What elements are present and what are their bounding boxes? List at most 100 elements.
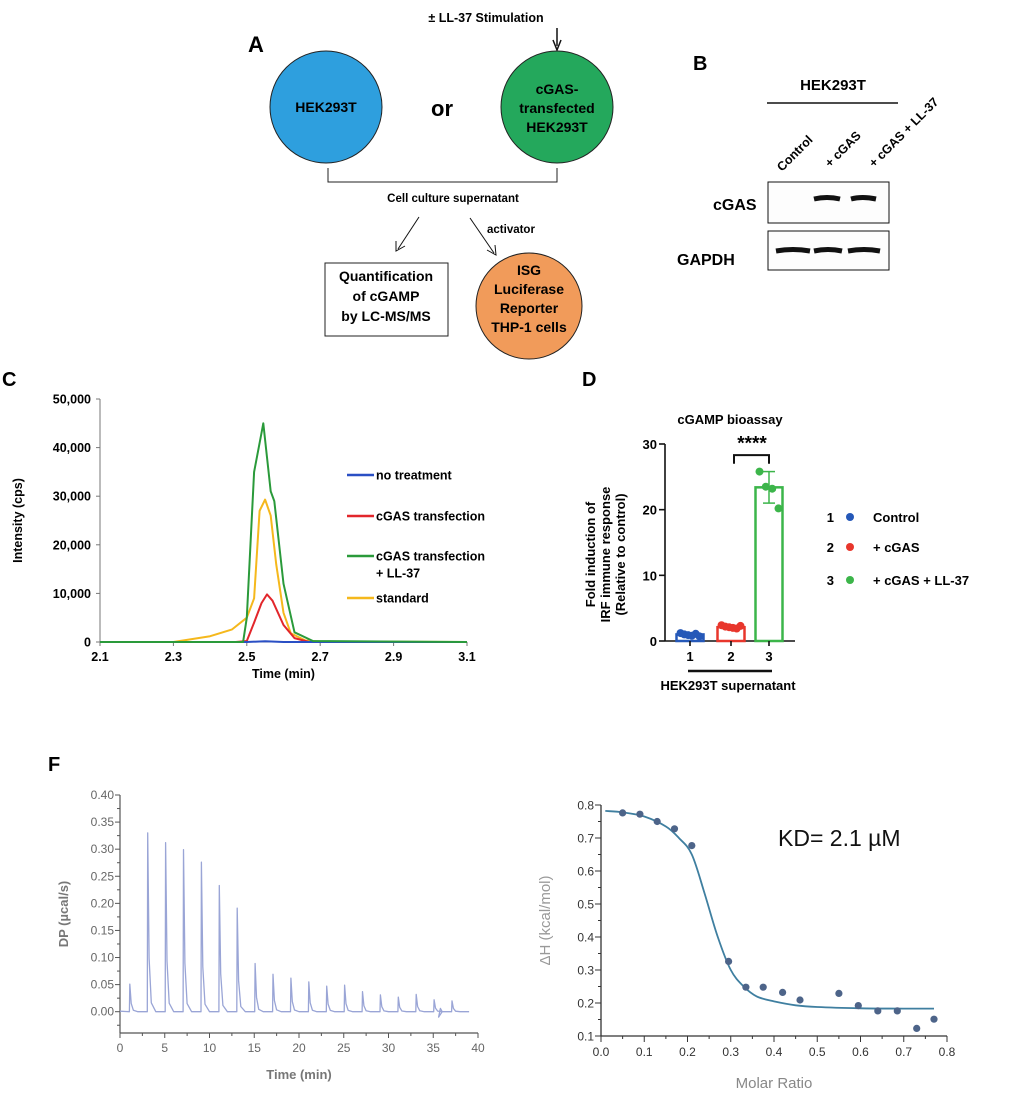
data-point <box>768 484 777 493</box>
y-tick-label: 0.15 <box>91 923 115 937</box>
quant-line1: Quantification <box>339 268 433 284</box>
reporter-line2: Luciferase <box>494 281 564 297</box>
band-cgas-lane2 <box>813 195 841 202</box>
y-tick-label: 50,000 <box>53 393 91 407</box>
lane-label-cgas: + cGAS <box>822 129 864 171</box>
legend-label: + cGAS <box>873 540 920 555</box>
x-tick-label: 15 <box>248 1041 262 1055</box>
y-tick-label: 0 <box>650 634 657 649</box>
x-tick-label: 0.5 <box>809 1045 826 1059</box>
x-tick-label: 0 <box>117 1041 124 1055</box>
data-point <box>695 632 704 641</box>
quant-line3: by LC-MS/MS <box>341 308 430 324</box>
x-tick-label: 20 <box>292 1041 306 1055</box>
cgas-circle-line2: transfected <box>519 100 594 116</box>
arrow-to-quant <box>397 216 420 250</box>
x-tick-label: 35 <box>427 1041 441 1055</box>
band-gapdh-lane3 <box>847 247 881 254</box>
arrowhead-quant <box>395 241 406 252</box>
data-point <box>670 825 679 833</box>
y-axis-title: Intensity (cps) <box>11 478 25 563</box>
y-tick-label: 0.1 <box>577 1030 594 1044</box>
panel-label-a: A <box>248 32 264 57</box>
activator-label: activator <box>487 224 535 236</box>
y-tick-label: 10,000 <box>53 587 91 601</box>
x-tick-label: 2.9 <box>385 650 402 664</box>
blot-title: HEK293T <box>800 77 866 94</box>
blot-cgas <box>767 181 890 224</box>
data-point <box>725 957 733 966</box>
x-axis-title: HEK293T supernatant <box>660 678 796 693</box>
data-point <box>874 1007 882 1015</box>
legend-label: no treatment <box>376 469 453 483</box>
reporter-line4: THP-1 cells <box>491 319 567 335</box>
band-gapdh-lane1 <box>775 247 811 254</box>
thp1-reporter-circle <box>475 252 583 360</box>
stimulation-label: ± LL-37 Stimulation <box>428 11 543 25</box>
y-tick-label: 0.25 <box>91 869 115 883</box>
data-point <box>796 996 804 1004</box>
y-tick-label: 20,000 <box>53 538 91 552</box>
x-tick-label: 30 <box>382 1041 396 1055</box>
kd-annotation: KD= 2.1 µM <box>778 825 901 851</box>
y-tick-label: 0.2 <box>577 997 594 1011</box>
y-tick-label: 10 <box>643 568 657 583</box>
y-tick-label: 0.4 <box>577 931 594 945</box>
legend-label: + cGAS + LL-37 <box>873 573 969 588</box>
cgas-circle-line3: HEK293T <box>526 119 588 135</box>
x-tick-label: 2 <box>727 649 734 664</box>
x-tick-label: 0.8 <box>939 1045 956 1059</box>
data-point <box>688 842 696 850</box>
supernatant-bracket <box>327 168 558 183</box>
x-tick-label: 0.7 <box>895 1045 912 1059</box>
x-tick-label: 2.7 <box>312 650 329 664</box>
legend-number: 2 <box>827 540 834 555</box>
chart-title: cGAMP bioassay <box>677 412 783 427</box>
x-axis-title: Time (min) <box>252 667 315 681</box>
x-tick-label: 0.1 <box>636 1045 653 1059</box>
data-point <box>619 809 627 817</box>
x-tick-label: 3.1 <box>458 650 475 664</box>
x-tick-label: 1 <box>686 649 693 664</box>
cgas-transfected-circle <box>500 50 614 164</box>
legend-number: 3 <box>827 573 834 588</box>
data-point <box>742 983 750 991</box>
y-axis-title: ΔH (kcal/mol) <box>537 875 554 965</box>
series-line-3 <box>100 422 468 643</box>
y-tick-label: 0.30 <box>91 842 115 856</box>
legend-marker <box>846 513 854 521</box>
x-tick-label: 0.6 <box>852 1045 869 1059</box>
y-tick-label: 0.3 <box>577 964 594 978</box>
hek293t-circle-label: HEK293T <box>295 99 357 115</box>
x-tick-label: 0.3 <box>722 1045 739 1059</box>
y-axis-title: DP (µcal/s) <box>56 881 71 948</box>
hek293t-circle <box>269 50 383 164</box>
stimulation-arrowhead <box>552 39 562 53</box>
y-tick-label: 0.7 <box>577 832 594 846</box>
row-label-cgas: cGAS <box>713 197 757 214</box>
or-label: or <box>431 96 453 121</box>
x-tick-label: 0.0 <box>593 1045 610 1059</box>
data-point <box>653 817 661 826</box>
x-tick-label: 0.4 <box>766 1045 783 1059</box>
panel-label-c: C <box>2 369 16 391</box>
legend-number: 1 <box>827 510 834 525</box>
y-tick-label: 0.40 <box>91 788 115 802</box>
cgas-circle-line1: cGAS- <box>536 81 579 97</box>
y-axis-title: Fold induction ofIRF immune response(Rel… <box>583 487 628 623</box>
data-point <box>636 810 644 818</box>
y-tick-label: 30,000 <box>53 490 91 504</box>
y-tick-label: 0.10 <box>91 951 115 965</box>
legend-marker <box>846 543 854 551</box>
band-cgas-lane3 <box>850 195 877 202</box>
y-tick-label: 0.8 <box>577 799 594 813</box>
arrow-to-reporter <box>469 217 495 254</box>
x-tick-label: 2.5 <box>238 650 255 664</box>
data-point <box>835 989 843 998</box>
chart-f-thermogram: 0.00 0.05 0.10 0.15 0.20 0.25 0.30 0.35 0.40 0 5 10… <box>56 788 485 1082</box>
x-tick-label: 5 <box>161 1041 168 1055</box>
x-tick-label: 0.2 <box>679 1045 696 1059</box>
data-point <box>779 988 787 997</box>
panel-label-f: F <box>48 754 60 776</box>
quant-line2: of cGAMP <box>353 288 420 304</box>
